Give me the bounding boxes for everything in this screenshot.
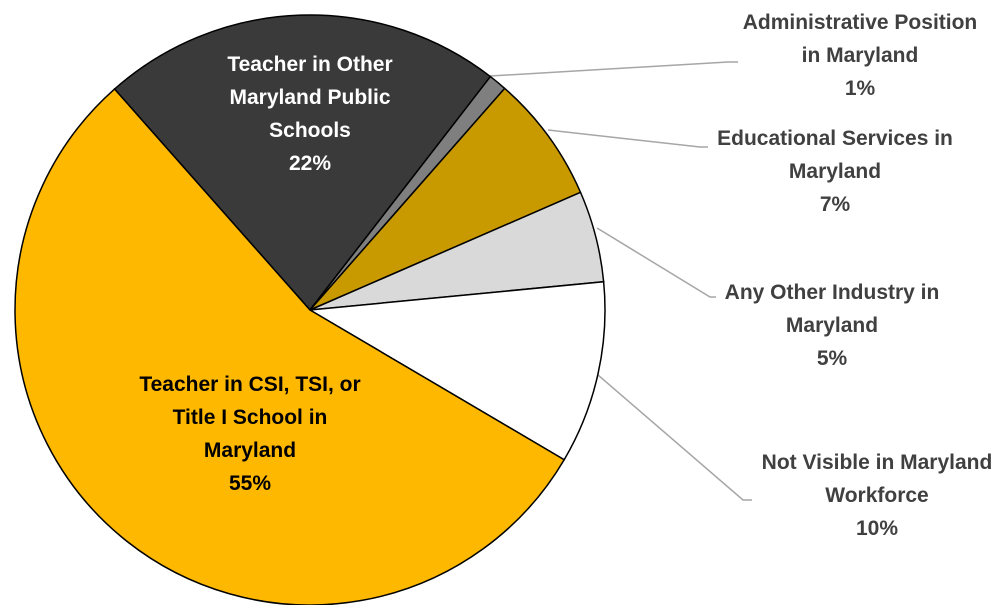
leader-line (489, 61, 738, 77)
slice-label: Not Visible in Maryland Workforce 10% (752, 446, 1002, 545)
pie-slice (14, 87, 566, 605)
category-name: Teacher in Other Maryland Public Schools (227, 53, 393, 142)
category-name: Administrative Position in Maryland (742, 11, 978, 67)
category-name: Not Visible in Maryland Workforce (761, 451, 993, 507)
value-label: 22% (288, 152, 332, 175)
category-name: Educational Services in Maryland (717, 127, 953, 183)
slice-label: Teacher in Other Maryland Public Schools… (203, 48, 418, 180)
slice-label: Teacher in CSI, TSI, or Title I School i… (128, 368, 373, 500)
pie-slice (113, 14, 492, 312)
pie-slice (307, 280, 606, 461)
slice-label: Educational Services in Maryland 7% (705, 122, 965, 221)
value-label: 10% (855, 517, 899, 540)
value-label: 1% (844, 77, 876, 100)
category-name: Teacher in CSI, TSI, or Title I School i… (139, 373, 361, 462)
value-label: 7% (819, 193, 851, 216)
leader-line (596, 227, 716, 298)
value-label: 55% (228, 472, 272, 495)
slice-label: Administrative Position in Maryland 1% (733, 6, 988, 105)
slice-label: Any Other Industry in Maryland 5% (707, 276, 957, 375)
leader-line (597, 374, 752, 501)
pie-slice (309, 87, 582, 311)
value-label: 5% (816, 347, 848, 370)
category-name: Any Other Industry in Maryland (724, 281, 940, 337)
leader-line (547, 129, 708, 148)
